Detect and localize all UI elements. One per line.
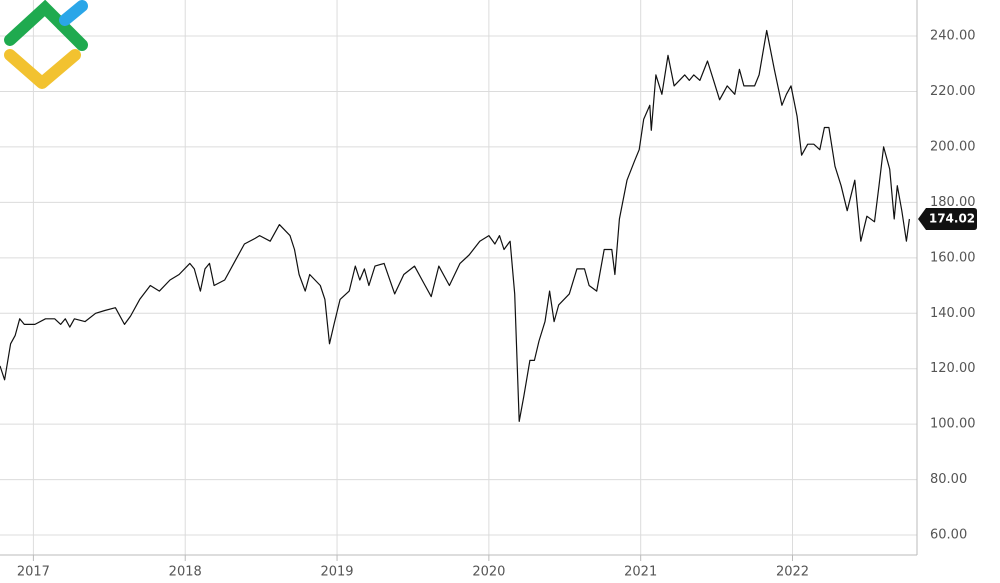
y-tick-label: 160.00: [930, 250, 976, 265]
x-tick-label: 2019: [320, 565, 353, 580]
x-tick-label: 2021: [624, 565, 657, 580]
logo-green: [4, 0, 68, 46]
x-tick-label: 2018: [169, 565, 202, 580]
x-tick-label: 2022: [776, 565, 809, 580]
price-line: [0, 29, 910, 422]
last-value-tag: [918, 207, 977, 230]
y-tick-label: 240.00: [930, 29, 976, 44]
y-tick-label: 220.00: [930, 84, 976, 99]
logo-green-2: [56, 19, 88, 51]
y-tick-label: 120.00: [930, 361, 976, 376]
logo-blue: [59, 0, 88, 26]
y-tick-label: 80.00: [930, 472, 967, 487]
x-tick-label: 2017: [17, 565, 50, 580]
y-tick-label: 60.00: [930, 528, 967, 543]
logo: [4, 0, 88, 89]
grid: [0, 0, 917, 555]
y-tick-label: 180.00: [930, 195, 976, 210]
logo-yellow: [4, 49, 81, 89]
y-tick-label: 140.00: [930, 306, 976, 321]
y-tick-label: 200.00: [930, 139, 976, 154]
last-value-label: 174.02: [929, 211, 975, 225]
x-tick-label: 2020: [472, 565, 505, 580]
y-tick-label: 100.00: [930, 417, 976, 432]
